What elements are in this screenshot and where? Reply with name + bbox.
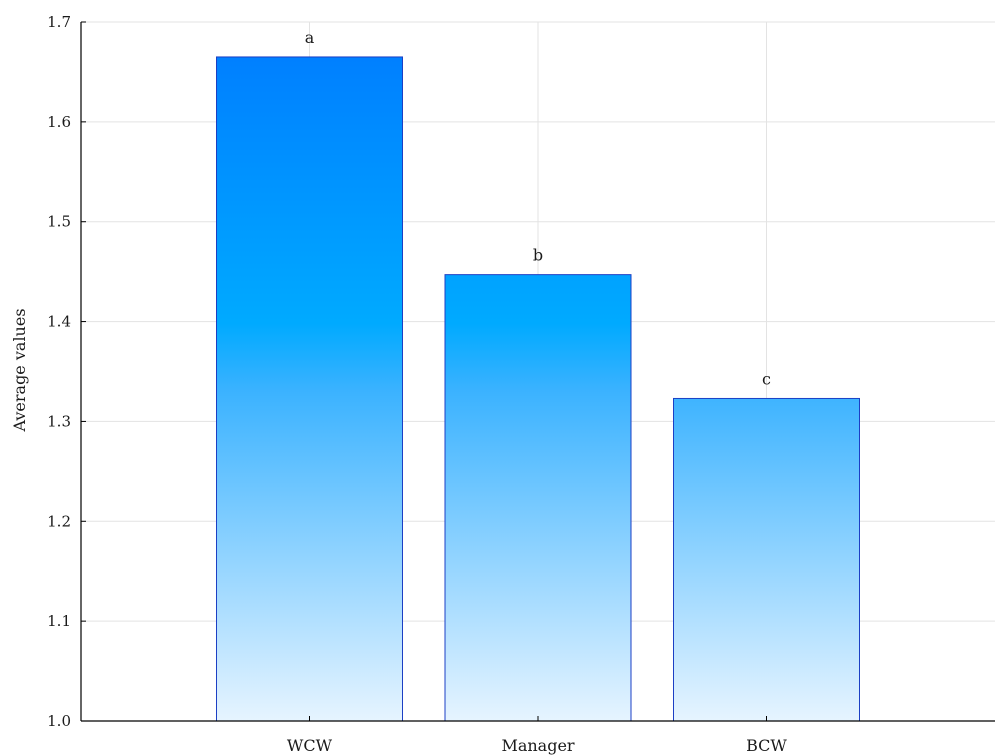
y-tick-label: 1.5: [47, 213, 71, 231]
y-axis-title: Average values: [10, 308, 29, 432]
x-category-label: Manager: [501, 736, 574, 755]
y-tick-label: 1.6: [47, 113, 71, 131]
y-tick-label: 1.4: [47, 313, 71, 331]
bar-bcw: [673, 397, 860, 722]
y-tick-label: 1.1: [47, 612, 71, 630]
bar-letter-label: c: [762, 369, 771, 388]
bar-wcw: [216, 56, 403, 722]
y-tick-label: 1.3: [47, 412, 71, 430]
axes: [80, 21, 995, 722]
bar-letter-label: b: [533, 246, 543, 265]
bar-manager: [444, 274, 632, 722]
labels: 1.0 1.1 1.2 1.3 1.4 1.5 1.6 1.7 a WCW b Manager c BCW: [47, 13, 787, 755]
y-tick-label: 1.2: [47, 512, 71, 530]
bar-letter-label: a: [305, 28, 315, 47]
x-category-label: BCW: [746, 736, 787, 755]
y-tick-label: 1.0: [47, 712, 71, 730]
x-category-label: WCW: [287, 736, 333, 755]
y-tick-label: 1.7: [47, 13, 71, 31]
